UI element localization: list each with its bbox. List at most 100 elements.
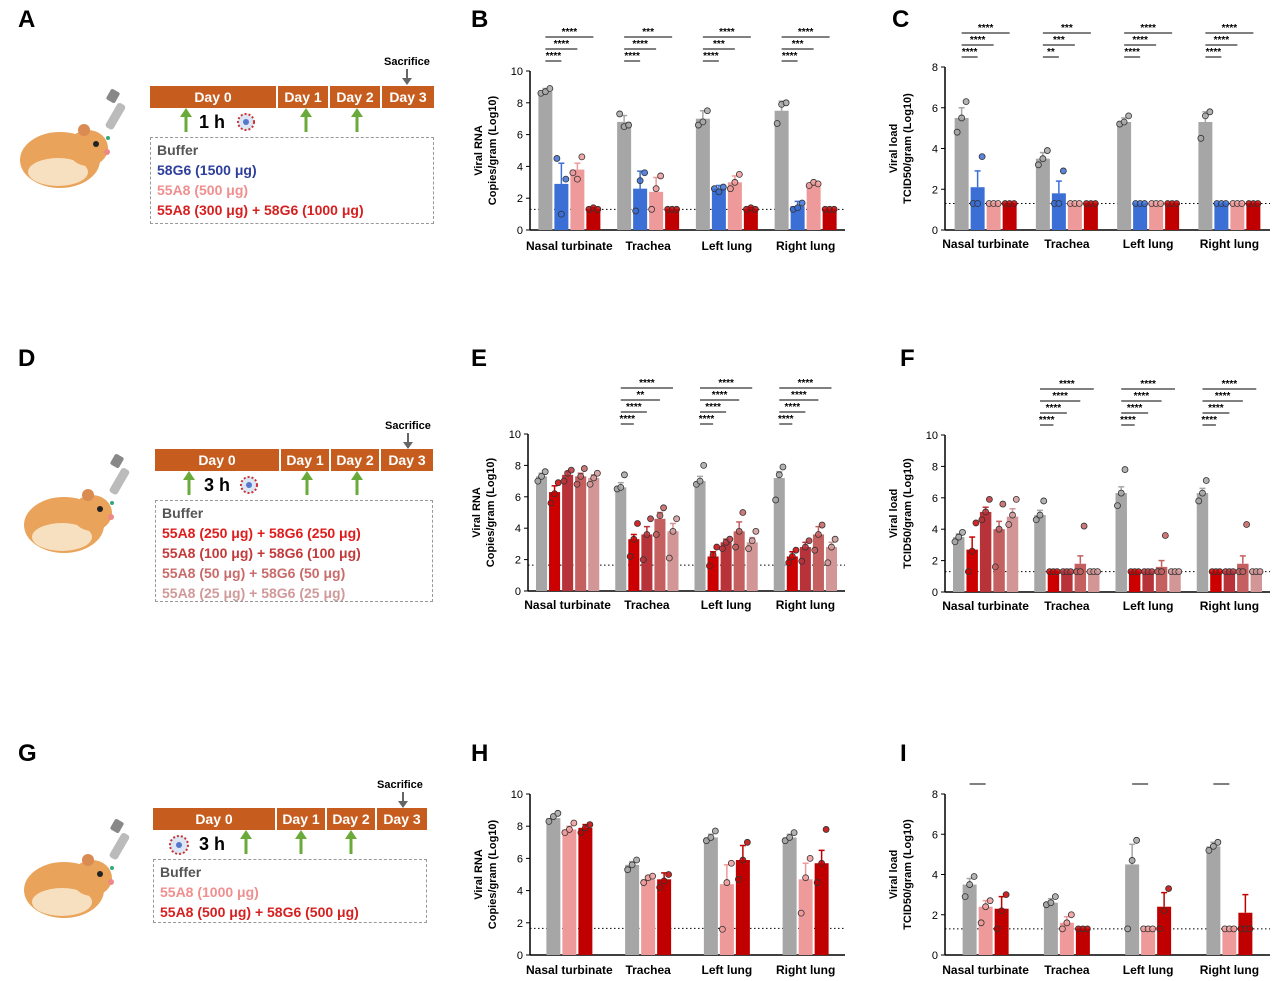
data-point	[991, 563, 999, 571]
data-point	[1239, 568, 1247, 575]
bar	[1115, 493, 1127, 592]
data-point	[735, 527, 743, 535]
bar	[641, 534, 653, 591]
y-tick-label: 0	[932, 950, 938, 962]
data-point	[569, 169, 577, 177]
panel-label-g: G	[18, 740, 37, 767]
data-point	[1032, 516, 1040, 524]
data-point	[1156, 925, 1164, 933]
virus-icon	[169, 835, 189, 855]
bar	[575, 476, 587, 591]
x-tick-label: Left lung	[1123, 599, 1174, 613]
y-tick-label: 6	[932, 829, 938, 841]
significance-label: ****	[1124, 47, 1140, 58]
bar	[588, 477, 600, 591]
data-point	[779, 463, 787, 471]
data-point	[1230, 925, 1238, 933]
x-tick-label: Trachea	[1044, 963, 1090, 977]
bar	[1198, 122, 1213, 230]
data-point	[560, 477, 568, 485]
data-point	[554, 479, 562, 487]
timeline-d: Day 0 Day 1 Day 2 Day 3	[155, 449, 433, 471]
data-point	[811, 546, 819, 554]
bar	[649, 191, 664, 230]
data-point	[545, 817, 553, 825]
legend-item: 55A8 (100 μg) + 58G6 (100 μg)	[162, 545, 361, 561]
bar	[735, 860, 750, 955]
y-tick-label: 2	[515, 555, 521, 567]
data-point	[986, 897, 994, 905]
significance-label: ****	[705, 402, 721, 413]
data-point	[621, 471, 628, 479]
y-tick-label: 2	[517, 193, 523, 205]
data-point	[1243, 521, 1250, 528]
y-tick-label: 8	[517, 98, 523, 110]
bar	[814, 863, 829, 955]
x-tick-label: Trachea	[625, 239, 671, 253]
bar	[1169, 571, 1181, 592]
data-point	[739, 509, 747, 516]
significance-label: ****	[1140, 379, 1156, 390]
data-point	[985, 495, 993, 503]
y-tick-label: 8	[515, 460, 521, 472]
significance-label: ****	[978, 23, 994, 34]
data-point	[719, 545, 726, 553]
data-point	[994, 200, 1002, 207]
data-point	[805, 182, 813, 189]
data-point	[1254, 200, 1262, 207]
pretreat-label: 3 h	[199, 834, 226, 854]
data-point	[713, 543, 721, 551]
data-point	[1128, 857, 1136, 864]
y-axis-label: Viral RNA	[473, 125, 485, 176]
timeline-day-0: Day 0	[153, 808, 277, 830]
x-tick-label: Right lung	[776, 239, 835, 253]
bar	[799, 547, 811, 591]
legend-item: 55A8 (500 μg)	[157, 182, 249, 198]
data-point	[590, 474, 598, 482]
x-tick-label: Right lung	[1200, 963, 1259, 977]
bar	[546, 818, 561, 955]
data-point	[547, 499, 555, 507]
bar	[1125, 864, 1140, 955]
bar	[719, 884, 734, 955]
data-point	[743, 838, 751, 846]
data-point	[624, 866, 632, 874]
dosing-arrows-icon	[240, 830, 357, 854]
data-point	[648, 205, 656, 213]
timeline-day-3: Day 3	[389, 89, 427, 105]
y-tick-label: 6	[515, 492, 521, 504]
significance-label: ****	[782, 51, 798, 62]
significance-label: ****	[1127, 403, 1143, 414]
data-point	[1161, 532, 1169, 539]
significance-label: ****	[798, 27, 814, 38]
data-point	[1091, 200, 1099, 207]
y-axis-label: TCID50/gram (Log10)	[902, 819, 914, 930]
bar	[1083, 203, 1098, 230]
timeline-day-1: Day 1	[277, 808, 327, 830]
bar	[786, 556, 798, 591]
data-point	[1067, 911, 1075, 919]
sacrifice-label: Sacrifice	[377, 779, 423, 791]
bar	[641, 879, 656, 955]
significance-label: ****	[1208, 403, 1224, 414]
bar	[1051, 193, 1066, 230]
bar	[665, 209, 680, 230]
significance-label: ****	[624, 51, 640, 62]
significance-label: ****	[1215, 391, 1231, 402]
data-point	[699, 118, 707, 126]
data-point	[798, 557, 806, 565]
bar	[1237, 563, 1249, 592]
bar	[1002, 203, 1017, 230]
significance-label: ****	[798, 378, 814, 389]
data-point	[1133, 836, 1141, 844]
data-point	[788, 553, 796, 560]
data-point	[1195, 497, 1203, 505]
bar	[1075, 928, 1090, 955]
data-point	[669, 527, 677, 535]
data-point	[616, 110, 624, 118]
data-point	[1053, 568, 1061, 575]
bar	[1165, 203, 1180, 230]
significance-label: ****	[1132, 35, 1148, 46]
panel-label-f: F	[900, 345, 915, 372]
x-tick-label: Nasal turbinate	[526, 963, 613, 977]
